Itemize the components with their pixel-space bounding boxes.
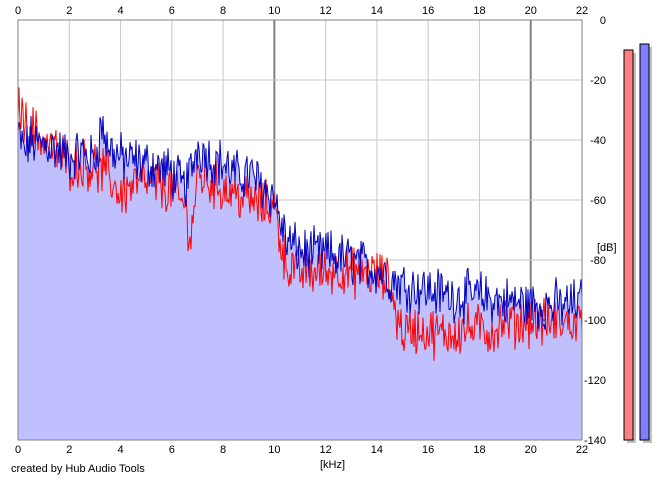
x-tick-label: 6 xyxy=(169,5,175,17)
x-tick-label: 22 xyxy=(576,444,588,456)
x-tick-label: 16 xyxy=(422,5,434,17)
credit-text: created by Hub Audio Tools xyxy=(11,463,145,475)
y-tick-label: -20 xyxy=(590,75,606,87)
x-tick-label: 6 xyxy=(169,444,175,456)
x-tick-label: 18 xyxy=(473,5,485,17)
y-tick-label: -140 xyxy=(584,435,606,447)
x-tick-label: 14 xyxy=(371,444,383,456)
y-tick-label: -60 xyxy=(590,195,606,207)
x-tick-label: 14 xyxy=(371,5,383,17)
level-meter-bar xyxy=(623,49,634,441)
x-tick-label: 2 xyxy=(66,5,72,17)
x-tick-label: 12 xyxy=(320,444,332,456)
level-meter-bar xyxy=(639,43,650,441)
x-tick-label: 16 xyxy=(422,444,434,456)
x-tick-label: 10 xyxy=(268,5,280,17)
plot-border xyxy=(17,19,583,441)
y-tick-label: -40 xyxy=(590,135,606,147)
x-axis-label: [kHz] xyxy=(320,459,345,471)
x-tick-label: 22 xyxy=(576,5,588,17)
y-tick-label: -100 xyxy=(584,315,606,327)
x-tick-label: 4 xyxy=(117,5,123,17)
y-axis-label: [dB] xyxy=(597,242,617,254)
red-channel-line xyxy=(17,87,583,361)
y-tick-labels: 0 -20 -40 -60 -80 -100 -120 -140 xyxy=(584,15,606,447)
x-tick-label: 10 xyxy=(268,444,280,456)
x-tick-label: 20 xyxy=(525,444,537,456)
blue-channel-line xyxy=(17,115,583,330)
y-tick-label: -120 xyxy=(584,375,606,387)
x-tick-label: 8 xyxy=(220,5,226,17)
level-meters xyxy=(623,43,652,443)
x-tick-label: 8 xyxy=(220,444,226,456)
y-tick-label: -80 xyxy=(590,255,606,267)
x-tick-label: 18 xyxy=(473,444,485,456)
x-tick-label: 4 xyxy=(117,444,123,456)
x-tick-label: 0 xyxy=(15,444,21,456)
x-tick-label: 0 xyxy=(15,5,21,17)
x-tick-label: 2 xyxy=(66,444,72,456)
y-tick-label: 0 xyxy=(600,15,606,27)
x-tick-label: 12 xyxy=(320,5,332,17)
plot-frame xyxy=(17,19,583,441)
series-lines xyxy=(17,87,583,361)
x-tick-label: 20 xyxy=(525,5,537,17)
